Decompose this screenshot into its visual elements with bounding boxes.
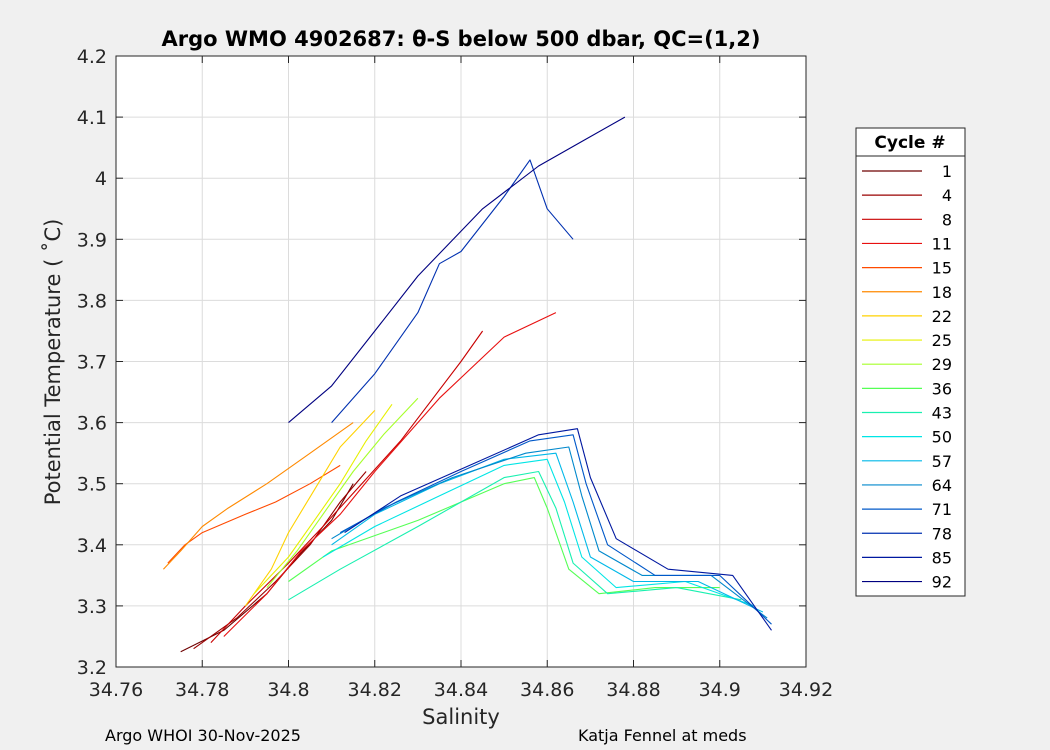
y-tick-label: 3.2 [77,657,107,679]
series-line-cycle-8 [210,330,484,643]
series-line-cycle-11 [223,312,557,637]
x-tick-label: 34.78 [175,679,229,701]
legend-entry-label: 78 [932,524,952,543]
series-lines [163,116,772,653]
series-line-cycle-92 [288,116,626,424]
x-axis-label: Salinity [422,705,500,729]
footer-left-text: Argo WHOI 30-Nov-2025 [105,726,301,745]
legend-entry-label: 18 [932,283,952,302]
y-tick-label: 3.7 [77,352,107,374]
y-tick-label: 4.2 [77,46,107,68]
y-tick-label: 3.6 [77,413,107,435]
legend-entry-label: 50 [932,428,952,447]
series-line-cycle-18 [163,422,354,570]
legend-entry-label: 43 [932,404,952,423]
x-tick-label: 34.88 [606,679,660,701]
y-tick-label: 4 [95,168,107,190]
legend-entry-label: 29 [932,355,952,374]
series-line-cycle-43 [288,470,742,601]
footer-right-text: Katja Fennel at meds [578,726,747,745]
y-tick-label: 3.4 [77,535,107,557]
series-line-cycle-71 [339,434,772,625]
y-ticks: 3.2 3.3 3.4 3.5 3.6 3.7 3.8 3.9 4 4.1 4.2 [77,46,806,679]
series-line-cycle-22 [244,410,376,607]
legend-entry-label: 11 [932,234,952,253]
x-tick-label: 34.86 [520,679,574,701]
legend-entry-label: 57 [932,452,952,471]
y-tick-label: 3.9 [77,229,107,251]
x-ticks: 34.76 34.78 34.8 34.82 34.84 34.86 34.88 34.9 34… [89,56,833,701]
legend-entry-label: 36 [932,379,952,398]
legend-entries: 1 4 8 11 15 18 22 25 29 36 43 50 57 64 71 78 85 92 [862,162,952,592]
legend-entry-label: 22 [932,307,952,326]
legend-entry-label: 4 [942,186,952,205]
x-tick-label: 34.9 [699,679,741,701]
series-line-cycle-85 [344,428,772,631]
y-tick-label: 3.8 [77,290,107,312]
series-line-cycle-50 [322,458,755,607]
series-line-cycle-36 [288,477,720,595]
x-tick-label: 34.8 [267,679,309,701]
chart-title: Argo WMO 4902687: θ-S below 500 dbar, QC… [162,27,761,51]
y-tick-label: 4.1 [77,107,107,129]
legend-entry-label: 25 [932,331,952,350]
legend-entry-label: 92 [932,573,952,592]
series-line-cycle-57 [331,452,764,613]
series-line-cycle-29 [266,397,419,588]
legend-entry-label: 64 [932,476,952,495]
legend-entry-label: 15 [932,259,952,278]
legend-box [855,127,966,597]
y-tick-label: 3.3 [77,596,107,618]
x-tick-label: 34.92 [779,679,833,701]
series-line-cycle-78 [331,159,574,423]
legend-title: Cycle # [874,133,945,153]
y-tick-label: 3.5 [77,474,107,496]
x-tick-label: 34.82 [348,679,402,701]
legend-entry-label: 8 [942,210,952,229]
legend: Cycle # 1 4 8 11 15 18 22 25 29 36 43 50 57 64 71 78 85 9… [855,127,966,597]
x-tick-label: 34.76 [89,679,143,701]
legend-entry-label: 85 [932,548,952,567]
y-axis-label: Potential Temperature ( ˚C) [41,219,65,506]
legend-entry-label: 71 [932,500,952,519]
x-tick-label: 34.84 [434,679,488,701]
legend-entry-label: 1 [942,162,952,181]
series-line-cycle-15 [167,464,341,564]
series-line-cycle-25 [253,403,393,595]
